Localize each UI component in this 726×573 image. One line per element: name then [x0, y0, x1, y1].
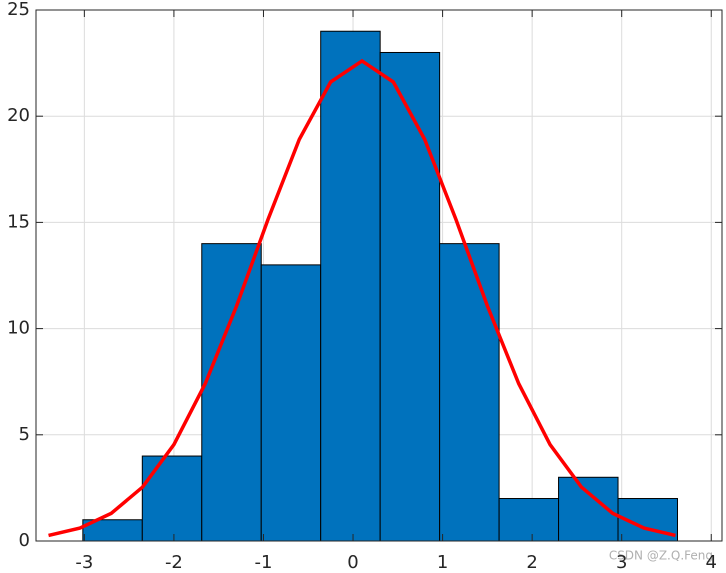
y-tick-label: 20 [7, 105, 30, 126]
bar [141, 455, 203, 542]
x-tick-label: 3 [616, 552, 627, 573]
fit-line [48, 58, 676, 538]
bar [379, 51, 441, 542]
x-tick-label: 1 [437, 552, 448, 573]
bar [260, 264, 322, 542]
watermark: CSDN @Z.Q.Feng [609, 549, 713, 563]
y-tick-label: 5 [19, 424, 30, 445]
x-tick-label: -3 [75, 552, 93, 573]
y-tick-label: 15 [7, 211, 30, 232]
x-tick-label: -1 [254, 552, 272, 573]
bar [320, 30, 381, 542]
x-tick-label: 2 [526, 552, 537, 573]
bar [439, 243, 500, 542]
y-tick-label: 10 [7, 318, 30, 339]
x-tick-label: 4 [706, 552, 717, 573]
x-tick-label: 0 [347, 552, 358, 573]
y-tick-label: 25 [7, 0, 30, 20]
bar [201, 243, 262, 542]
axes-box [35, 9, 723, 542]
x-tick-label: -2 [165, 552, 183, 573]
bar [498, 498, 560, 542]
y-tick-label: 0 [19, 530, 30, 551]
